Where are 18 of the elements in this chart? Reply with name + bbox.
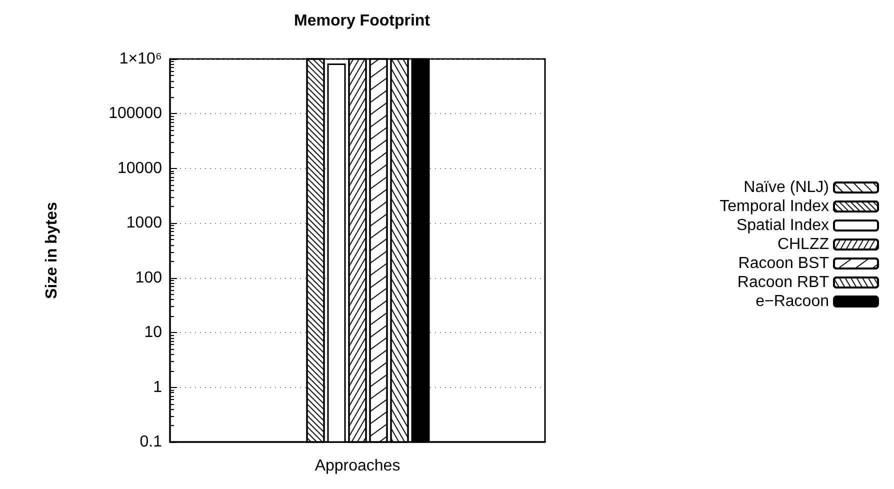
x-axis-title: Approaches (314, 458, 400, 474)
legend-label: CHLZZ (777, 236, 830, 253)
y-tick-label: 10 (144, 324, 162, 342)
y-tick-label: 1000 (126, 214, 162, 232)
y-tick-label: 1 (153, 378, 162, 396)
legend-label: Temporal Index (720, 198, 829, 215)
legend-label: Naïve (NLJ) (744, 179, 829, 196)
legend-label: e−Racoon (756, 293, 829, 310)
y-tick-label: 100000 (108, 105, 162, 122)
chart-title: Memory Footprint (294, 12, 431, 30)
y-tick-label: 0.1 (140, 434, 162, 450)
y-tick-label: 1×10⁶ (119, 50, 162, 68)
legend-label: Racoon BST (738, 255, 830, 272)
legend-label: Racoon RBT (737, 274, 830, 291)
y-axis-title: Size in bytes (44, 202, 60, 299)
legend-label: Spatial Index (736, 217, 829, 234)
y-tick-label: 10000 (118, 160, 162, 177)
y-tick-label: 100 (135, 269, 162, 286)
